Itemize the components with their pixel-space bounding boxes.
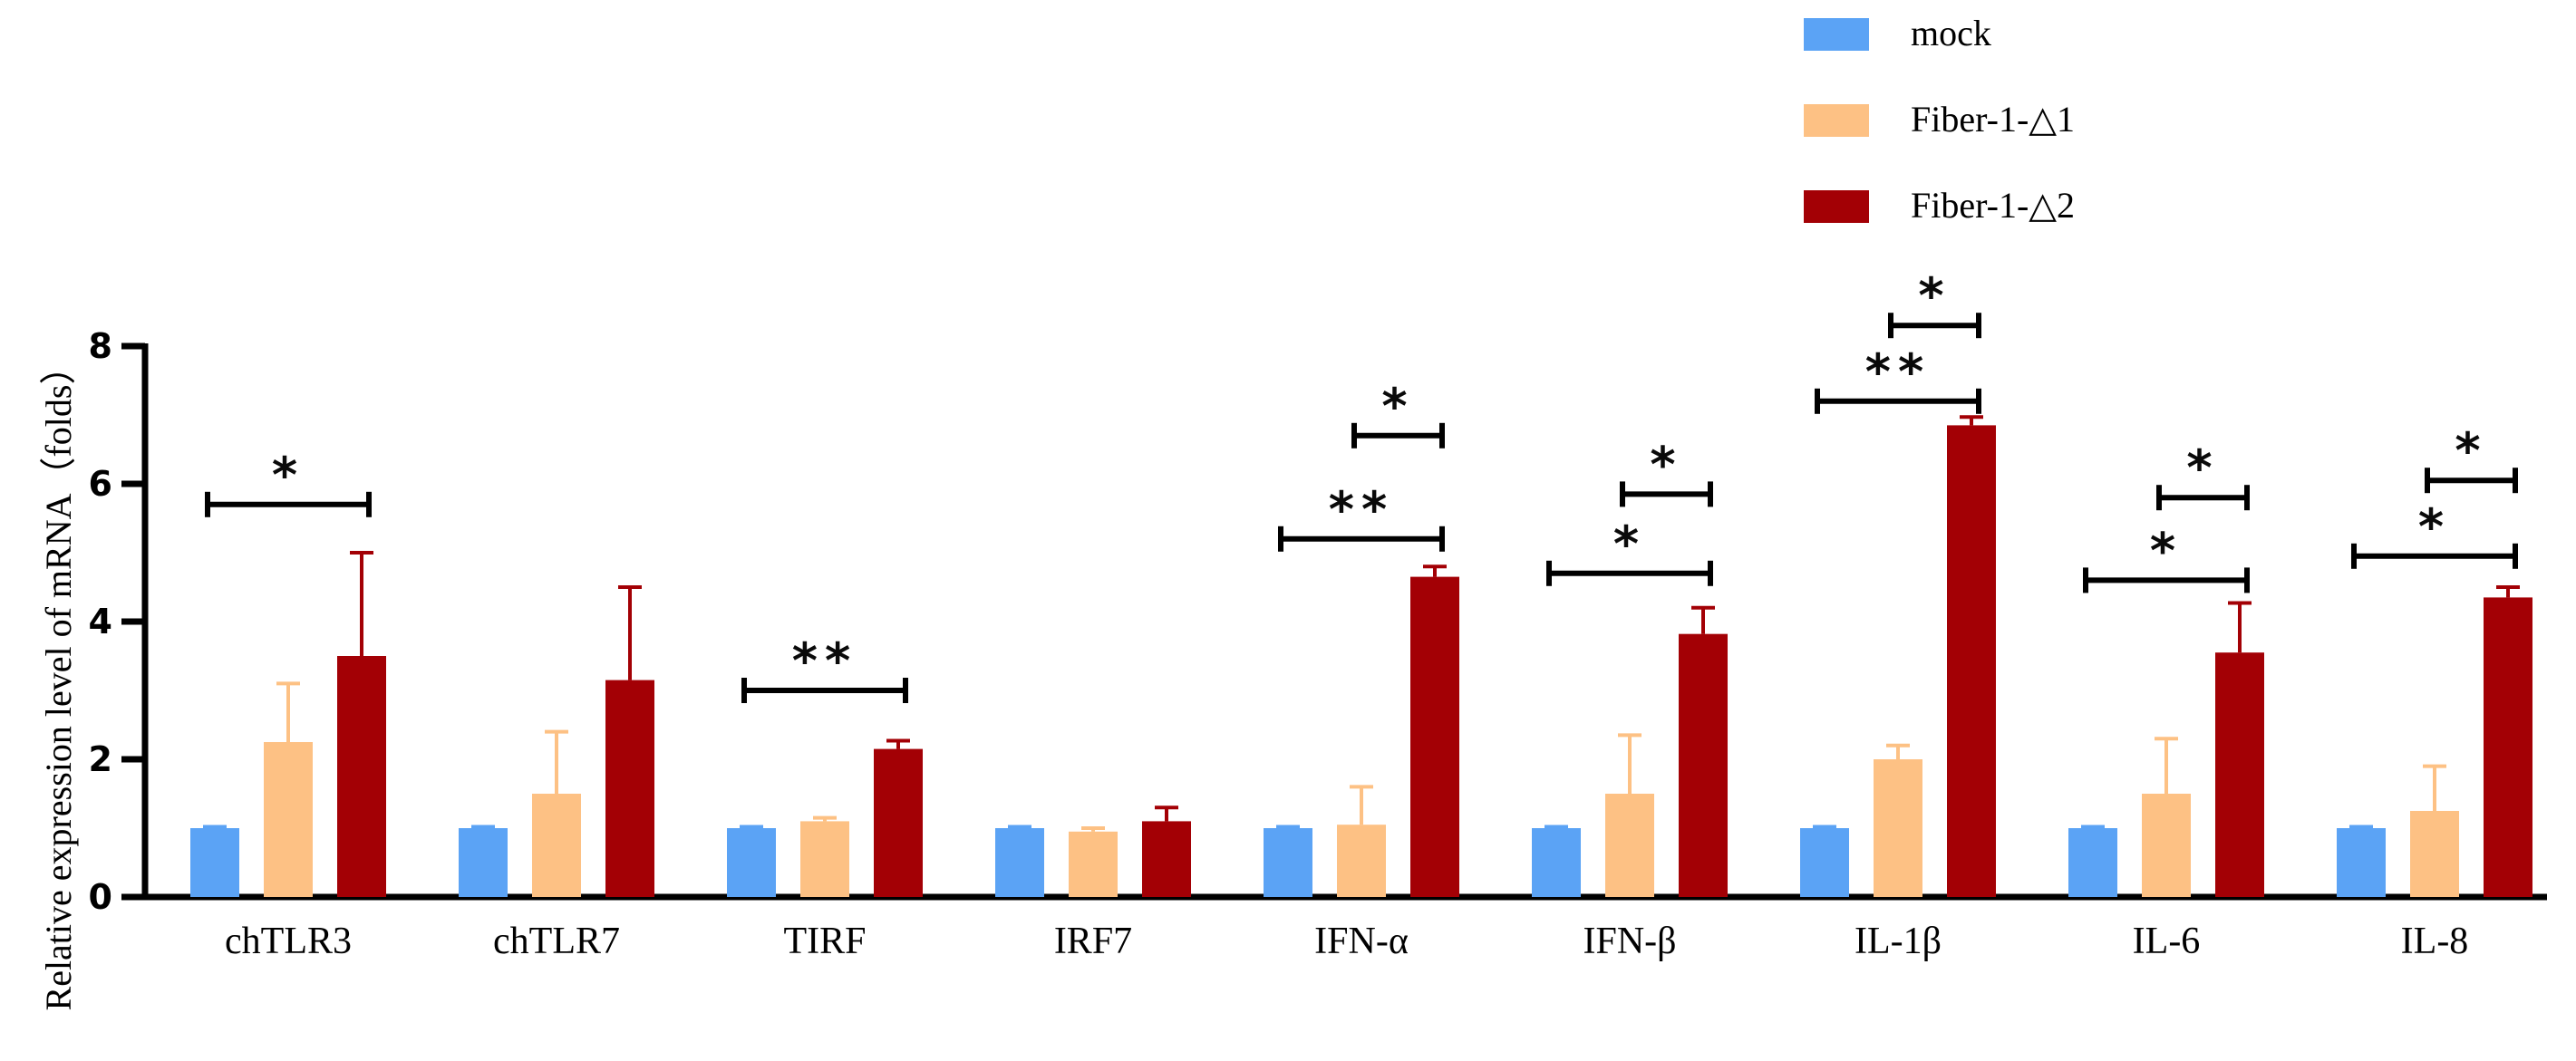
bar-Fiber-1-△2 bbox=[1410, 576, 1459, 897]
bar-Fiber-1-△2 bbox=[874, 748, 923, 897]
bar-mock bbox=[727, 828, 776, 897]
x-tick-label: TIRF bbox=[783, 921, 866, 962]
x-tick-label: IFN-α bbox=[1314, 921, 1409, 962]
bar-Fiber-1-△1 bbox=[1069, 831, 1118, 897]
legend-swatch bbox=[1804, 190, 1869, 223]
sig-star: * bbox=[1650, 436, 1682, 493]
legend-swatch bbox=[1804, 104, 1869, 137]
y-tick-label: 2 bbox=[89, 739, 112, 779]
bar-Fiber-1-△1 bbox=[1874, 759, 1922, 897]
bar-Fiber-1-△1 bbox=[532, 794, 581, 897]
bar-Fiber-1-△1 bbox=[1337, 825, 1386, 897]
bars bbox=[190, 415, 2532, 897]
y-tick-label: 6 bbox=[89, 464, 112, 504]
sig-star: * bbox=[2150, 522, 2183, 579]
sig-star: ** bbox=[792, 632, 857, 690]
x-tick-label: IL-1β bbox=[1855, 921, 1942, 962]
sig-star: * bbox=[2418, 498, 2451, 555]
sig-star: * bbox=[1918, 267, 1951, 324]
sig-star: * bbox=[1381, 378, 1414, 435]
legend: mock Fiber-1-△1 Fiber-1-△2 bbox=[1804, 13, 2075, 226]
sig-star: * bbox=[272, 447, 305, 504]
legend-label: Fiber-1-△2 bbox=[1911, 185, 2075, 226]
bar-Fiber-1-△1 bbox=[264, 742, 313, 897]
bar-Fiber-1-△2 bbox=[2484, 597, 2532, 897]
significance-annotations: *************** bbox=[205, 267, 2518, 703]
sig-star: ** bbox=[1329, 481, 1394, 538]
legend-label: Fiber-1-△1 bbox=[1911, 99, 2075, 140]
sig-star: ** bbox=[1865, 343, 1931, 400]
bar-Fiber-1-△2 bbox=[1679, 633, 1728, 897]
x-tick-label: IRF7 bbox=[1054, 921, 1132, 962]
x-tick-label: IFN-β bbox=[1583, 921, 1676, 962]
x-tick-label: chTLR7 bbox=[493, 921, 620, 962]
bar-Fiber-1-△2 bbox=[1142, 821, 1191, 897]
legend-swatch bbox=[1804, 18, 1869, 51]
sig-star: * bbox=[2455, 422, 2487, 479]
x-tick-label: IL-6 bbox=[2133, 921, 2201, 962]
bar-mock bbox=[1532, 828, 1581, 897]
x-tick-label: IL-8 bbox=[2401, 921, 2469, 962]
bar-Fiber-1-△1 bbox=[1605, 794, 1654, 897]
legend-label: mock bbox=[1911, 13, 1991, 53]
y-tick-label: 8 bbox=[89, 326, 112, 366]
bar-Fiber-1-△1 bbox=[2142, 794, 2191, 897]
bar-Fiber-1-△2 bbox=[2215, 652, 2264, 897]
bar-mock bbox=[995, 828, 1044, 897]
sig-star: * bbox=[1613, 516, 1646, 573]
bar-mock bbox=[190, 828, 239, 897]
sig-star: * bbox=[2186, 439, 2219, 497]
bar-mock bbox=[459, 828, 508, 897]
bar-mock bbox=[2068, 828, 2117, 897]
x-tick-label: chTLR3 bbox=[225, 921, 352, 962]
y-tick-label: 0 bbox=[89, 877, 112, 917]
bar-Fiber-1-△2 bbox=[337, 656, 386, 897]
y-tick-label: 4 bbox=[89, 602, 112, 641]
bar-Fiber-1-△1 bbox=[2410, 811, 2459, 897]
bar-mock bbox=[1264, 828, 1312, 897]
bar-Fiber-1-△1 bbox=[800, 821, 849, 897]
bar-Fiber-1-△2 bbox=[605, 680, 654, 897]
y-axis-label: Relative expression level of mRNA（folds） bbox=[38, 349, 79, 1011]
bar-mock bbox=[2337, 828, 2386, 897]
bar-Fiber-1-△2 bbox=[1947, 425, 1996, 897]
bar-mock bbox=[1800, 828, 1849, 897]
